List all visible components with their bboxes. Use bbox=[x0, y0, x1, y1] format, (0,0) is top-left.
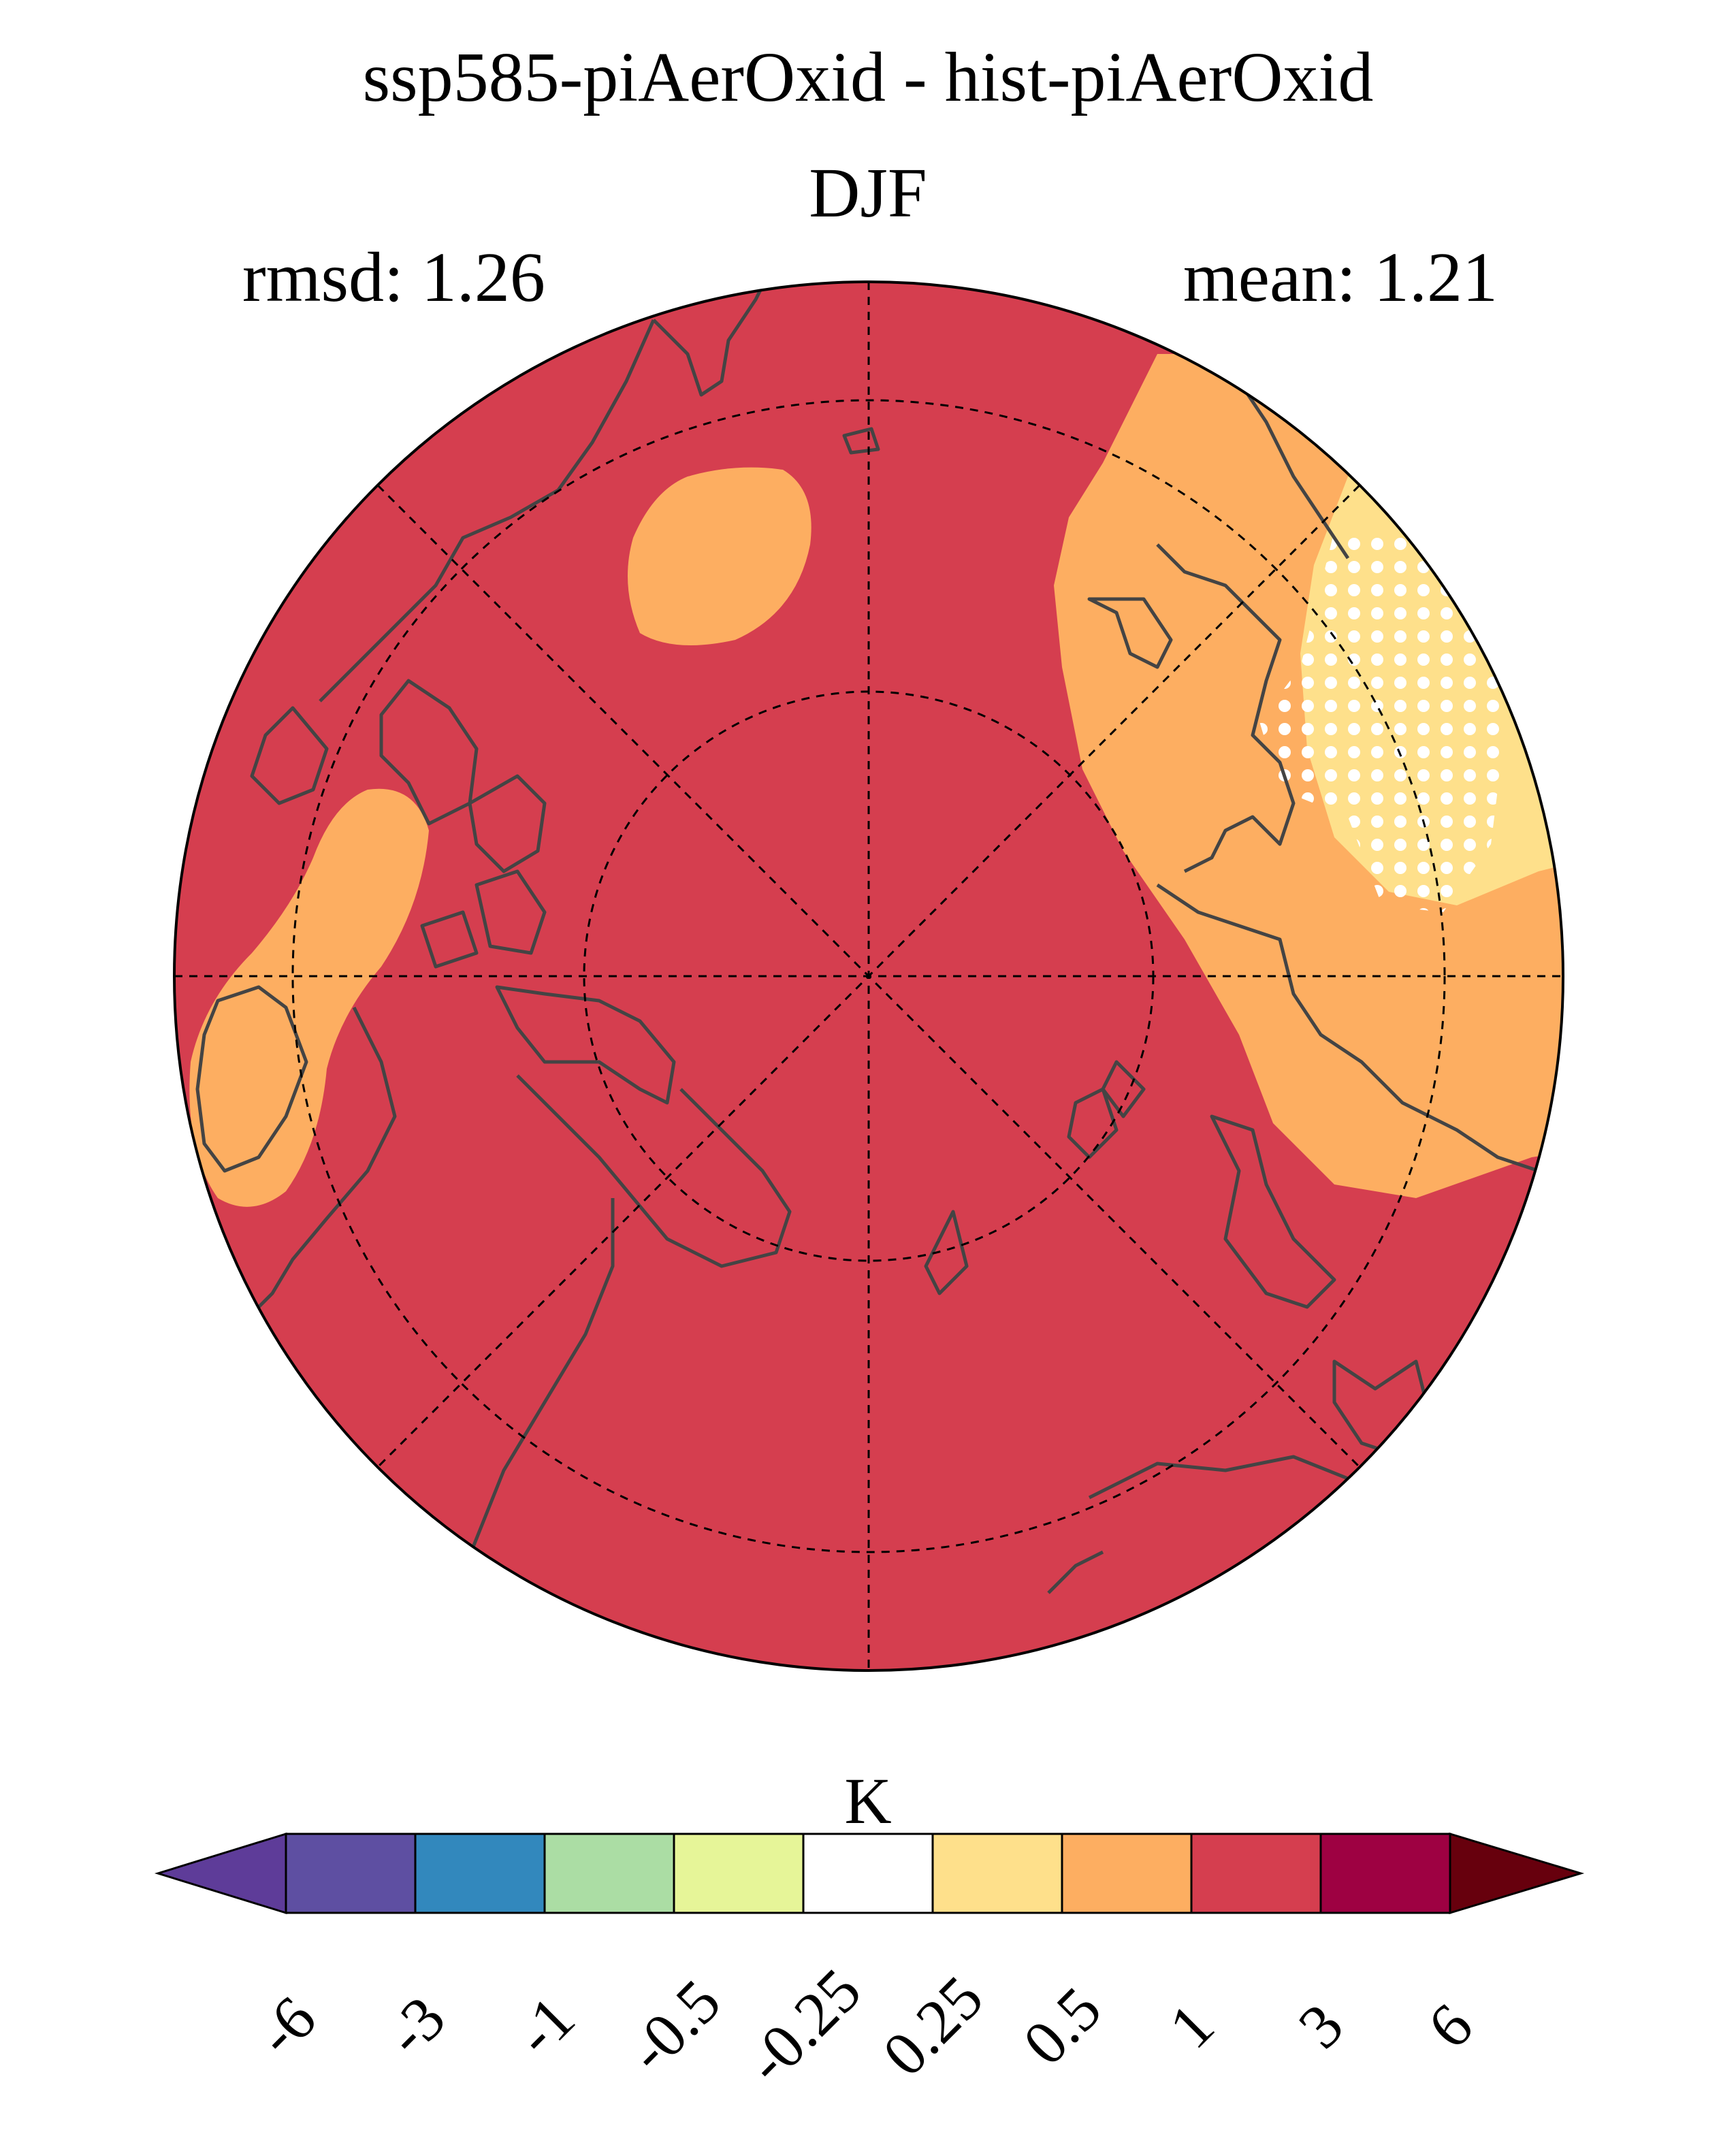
stippling bbox=[1259, 531, 1518, 912]
colorbar-bin bbox=[673, 1833, 805, 1914]
colorbar-bin bbox=[931, 1833, 1063, 1914]
colorbar-tick-label: -0.25 bbox=[733, 1955, 874, 2097]
mean-label: mean: 1.21 bbox=[1183, 238, 1498, 317]
region-north-atlantic-patch bbox=[628, 467, 811, 645]
colorbar-tick-label: -0.5 bbox=[614, 1966, 734, 2086]
colorbar-extend-low bbox=[154, 1832, 287, 1915]
colorbar-bin bbox=[1319, 1833, 1451, 1914]
colorbar-extend-high bbox=[1449, 1832, 1585, 1915]
colorbar-tick-label: -6 bbox=[242, 1982, 329, 2069]
colorbar-bin bbox=[802, 1833, 934, 1914]
colorbar-tick-label: 1 bbox=[1155, 1990, 1227, 2062]
colorbar-bin bbox=[1061, 1833, 1193, 1914]
colorbar-tick-label: 3 bbox=[1285, 1990, 1357, 2062]
rmsd-label: rmsd: 1.26 bbox=[242, 238, 545, 317]
polar-map bbox=[173, 280, 1564, 1672]
colorbar-tick-label: 0.5 bbox=[1010, 1973, 1114, 2078]
colorbar-bin bbox=[414, 1833, 546, 1914]
region-north-america-patch bbox=[189, 788, 429, 1207]
colorbar-bin bbox=[1190, 1833, 1322, 1914]
colorbar-unit: K bbox=[844, 1764, 892, 1837]
colorbar-bin bbox=[543, 1833, 675, 1914]
colorbar-bin bbox=[285, 1833, 417, 1914]
title-season: DJF bbox=[809, 154, 927, 232]
colorbar-tick-label: -3 bbox=[372, 1982, 459, 2069]
coastlines bbox=[195, 282, 1539, 1607]
map-boundary bbox=[173, 280, 1564, 1672]
graticule bbox=[174, 282, 1563, 1671]
colorbar-tick-label: 6 bbox=[1414, 1990, 1486, 2062]
colorbar-tick-label: -1 bbox=[501, 1982, 588, 2069]
colorbar-tick-label: 0.25 bbox=[869, 1963, 996, 2089]
title-line-1: ssp585-piAerOxid - hist-piAerOxid bbox=[362, 38, 1374, 116]
